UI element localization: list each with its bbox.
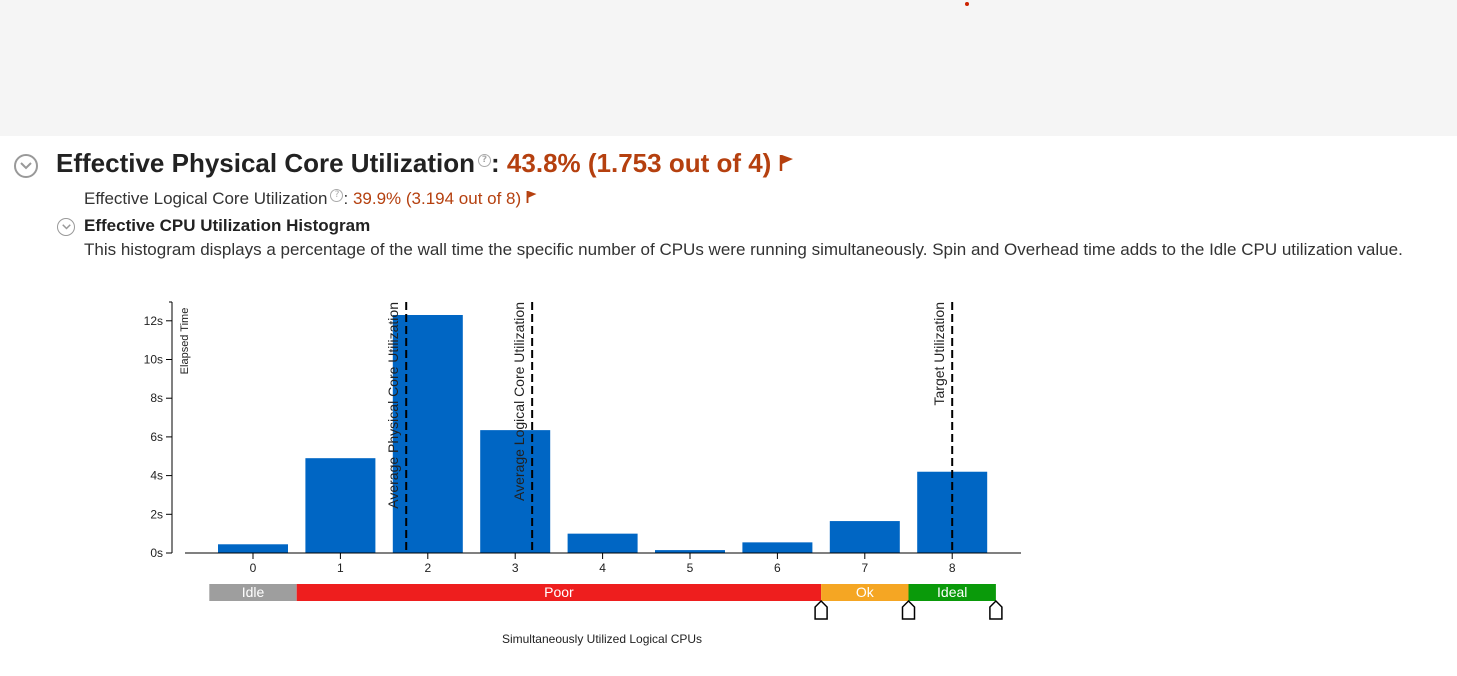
flag-icon — [526, 191, 537, 203]
chevron-down-icon — [20, 162, 32, 170]
x-tick-label: 1 — [337, 561, 344, 575]
collapse-physical-utilization-button[interactable] — [14, 154, 38, 178]
bar — [829, 521, 900, 553]
bar — [655, 550, 725, 553]
bar — [218, 544, 288, 553]
bar — [567, 533, 638, 553]
title-colon: : — [491, 148, 500, 178]
range-band-poor — [296, 584, 822, 601]
x-tick-label: 3 — [512, 561, 519, 575]
flag-icon — [779, 155, 793, 171]
threshold-marker-icon[interactable] — [989, 599, 1003, 620]
y-axis-label: Elapsed Time — [179, 308, 191, 375]
threshold-marker-icon[interactable] — [814, 599, 828, 620]
physical-utilization-value: 43.8% (1.753 out of 4) — [506, 148, 772, 178]
x-tick-label: 8 — [949, 561, 956, 575]
logical-core-utilization-row: Effective Logical Core Utilization?: 39.… — [84, 189, 538, 209]
y-tick-label: 8s — [150, 391, 163, 405]
y-tick-label: 2s — [150, 507, 163, 521]
x-tick-label: 4 — [599, 561, 606, 575]
x-tick-label: 2 — [424, 561, 431, 575]
range-label: Poor — [544, 584, 574, 600]
x-tick-label: 6 — [774, 561, 781, 575]
red-dot-marker — [965, 2, 969, 6]
range-label: Ideal — [937, 584, 967, 600]
range-band-ok — [821, 584, 909, 601]
physical-core-utilization-heading: Effective Physical Core Utilization?: 43… — [56, 148, 795, 179]
range-label: Ok — [856, 584, 875, 600]
logical-utilization-value: 39.9% (3.194 out of 8) — [352, 189, 522, 208]
bar — [305, 458, 376, 553]
y-tick-label: 10s — [144, 353, 163, 367]
bar — [480, 430, 551, 553]
help-icon[interactable]: ? — [330, 189, 344, 203]
logical-utilization-label: Effective Logical Core Utilization — [84, 189, 328, 208]
reference-line-label: Target Utilization — [931, 302, 947, 406]
x-tick-label: 5 — [687, 561, 694, 575]
reference-line-label: Average Logical Core Utilization — [511, 302, 527, 501]
x-tick-label: 0 — [250, 561, 257, 575]
y-tick-label: 12s — [144, 314, 163, 328]
threshold-marker-icon[interactable] — [901, 599, 916, 620]
page-title: Effective Physical Core Utilization — [56, 148, 476, 178]
x-axis-label: Simultaneously Utilized Logical CPUs — [502, 632, 702, 646]
range-band-ideal — [908, 584, 996, 601]
top-band — [0, 0, 1457, 136]
histogram-title: Effective CPU Utilization Histogram — [84, 216, 371, 235]
bar — [392, 314, 463, 553]
subtitle-colon: : — [343, 189, 349, 208]
histogram-description: This histogram displays a percentage of … — [84, 240, 1403, 259]
y-tick-label: 4s — [150, 469, 163, 483]
help-icon[interactable]: ? — [478, 154, 492, 168]
chevron-down-icon — [61, 224, 71, 230]
range-label: Idle — [242, 584, 265, 600]
y-tick-label: 6s — [150, 430, 163, 444]
x-tick-label: 7 — [861, 561, 868, 575]
y-tick-label: 0s — [150, 546, 163, 560]
reference-line-label: Average Physical Core Utilization — [385, 302, 401, 509]
bar — [742, 542, 813, 553]
range-band-idle — [209, 584, 297, 601]
collapse-histogram-button[interactable] — [57, 218, 75, 236]
